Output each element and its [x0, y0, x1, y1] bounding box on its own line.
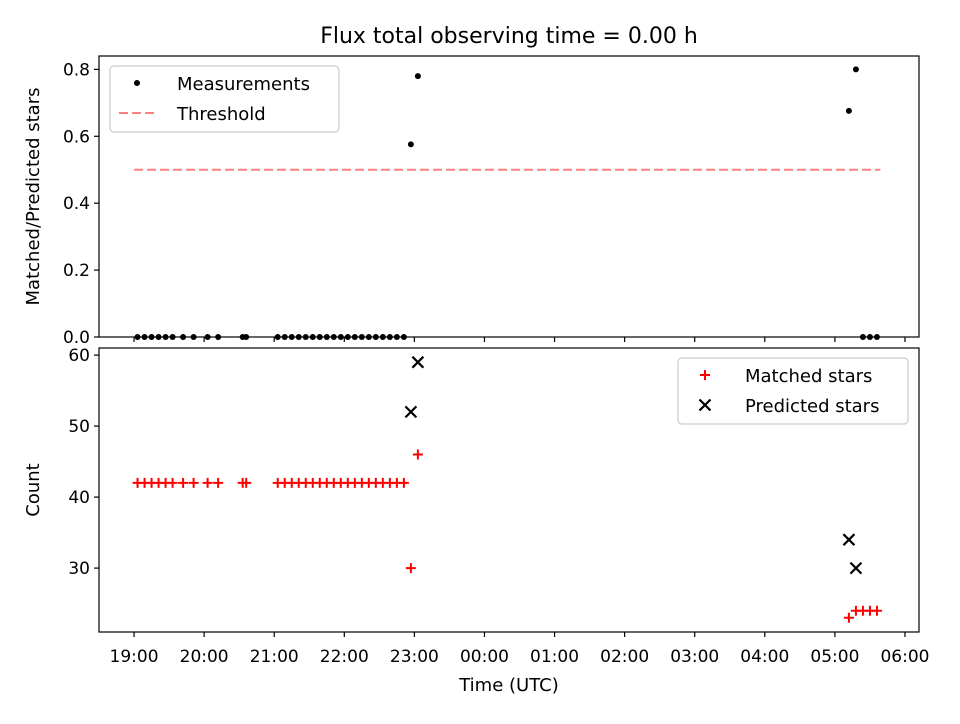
x-tick-label: 21:00	[250, 647, 299, 667]
y-tick-label: 0.6	[63, 127, 90, 147]
data-point	[852, 66, 859, 73]
data-point	[372, 334, 379, 340]
y-tick-label: 0.0	[63, 328, 90, 348]
data-point	[215, 334, 222, 340]
y-tick-label: 50	[68, 417, 90, 437]
data-point	[241, 477, 252, 488]
data-point	[337, 334, 344, 340]
data-point	[243, 334, 250, 340]
data-point	[400, 334, 407, 340]
data-point	[379, 334, 386, 340]
x-tick-label: 00:00	[460, 647, 509, 667]
data-point	[274, 334, 281, 340]
data-point	[295, 334, 302, 340]
x-axis-label: Time (UTC)	[458, 675, 559, 696]
data-point	[404, 405, 418, 419]
data-point	[411, 355, 425, 369]
y-tick-label: 0.4	[63, 194, 90, 214]
data-point	[407, 141, 414, 148]
data-point	[204, 334, 211, 340]
top-panel: 0.0 0.2 0.4 0.6 0.8 Matched/Predicted stars Me…	[23, 55, 920, 348]
data-point	[859, 334, 866, 340]
y-axis-label: Count	[23, 463, 44, 516]
legend: Measurements Threshold	[109, 65, 340, 133]
x-tick-label: 19:00	[110, 647, 159, 667]
legend-label: Predicted stars	[745, 396, 879, 417]
data-point	[323, 334, 330, 340]
data-point	[202, 477, 213, 488]
x-tick-label: 03:00	[670, 647, 719, 667]
x-tick-label: 23:00	[390, 647, 439, 667]
legend: Matched stars Predicted stars	[677, 357, 909, 425]
data-point	[845, 107, 852, 114]
data-point	[871, 605, 882, 616]
data-point	[849, 561, 863, 575]
y-tick-label: 40	[68, 488, 90, 508]
data-point	[351, 334, 358, 340]
data-point	[302, 334, 309, 340]
data-point	[873, 334, 880, 340]
y-axis-label: Matched/Predicted stars	[23, 88, 44, 306]
axes-frame	[98, 55, 920, 338]
data-point	[358, 334, 365, 340]
data-point	[316, 334, 323, 340]
data-point	[213, 477, 224, 488]
data-point	[134, 334, 141, 340]
data-point	[288, 334, 295, 340]
legend-swatch	[700, 370, 710, 380]
data-point	[843, 612, 854, 623]
data-point	[309, 334, 316, 340]
x-tick-label: 02:00	[600, 647, 649, 667]
axes-frame	[98, 347, 920, 633]
data-point	[386, 334, 393, 340]
data-point	[398, 477, 409, 488]
data-point	[842, 533, 856, 546]
x-tick-label: 01:00	[530, 647, 579, 667]
legend-swatch	[698, 398, 712, 412]
y-tick-label: 0.2	[63, 261, 90, 281]
data-point	[169, 334, 176, 340]
chart-title: Flux total observing time = 0.00 h	[320, 24, 698, 49]
legend-box	[677, 357, 909, 425]
legend-swatch	[134, 80, 140, 86]
x-tick-label: 22:00	[320, 647, 369, 667]
data-point	[412, 449, 423, 460]
data-point	[281, 334, 288, 340]
data-point	[162, 334, 169, 340]
data-point	[167, 477, 178, 488]
data-point	[190, 334, 197, 340]
legend-label: Measurements	[177, 74, 310, 95]
data-point	[365, 334, 372, 340]
data-point	[180, 334, 187, 340]
y-tick-label: 30	[68, 559, 90, 579]
data-point	[393, 334, 400, 340]
x-tick-label: 20:00	[180, 647, 229, 667]
data-point	[178, 477, 189, 488]
data-point	[330, 334, 337, 340]
x-tick-label: 06:00	[880, 647, 929, 667]
legend-box	[109, 65, 340, 133]
data-point	[405, 563, 416, 574]
data-point	[188, 477, 199, 488]
bottom-panel: 30 40 50 60 19:00 20:00 21:00 22:00 23:00 00:00 01…	[23, 346, 929, 667]
data-point	[141, 334, 148, 340]
data-point	[866, 334, 873, 340]
legend-label: Matched stars	[745, 366, 872, 387]
data-point	[155, 334, 162, 340]
legend-label: Threshold	[176, 104, 266, 125]
data-point	[148, 334, 155, 340]
x-tick-label: 04:00	[740, 647, 789, 667]
data-point	[414, 73, 421, 80]
y-tick-label: 0.8	[63, 60, 90, 80]
y-tick-label: 60	[68, 346, 90, 366]
x-tick-label: 05:00	[810, 647, 859, 667]
data-point	[344, 334, 351, 340]
